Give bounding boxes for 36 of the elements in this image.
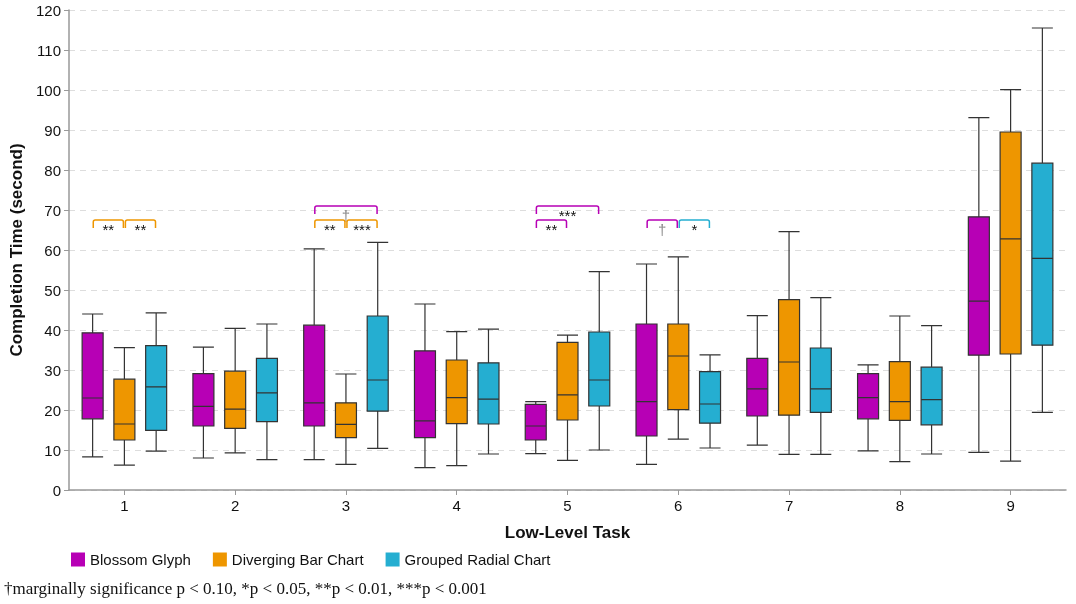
x-tick-label: 3 [341, 497, 351, 514]
y-tick-label: 40 [44, 321, 61, 339]
x-axis-title: Low-Level Task [504, 523, 631, 542]
annotation: *** [558, 207, 577, 224]
x-tick-label: 5 [563, 497, 572, 514]
x-tick-label: 1 [120, 497, 129, 514]
annotation: ** [545, 221, 558, 238]
y-tick-label: 100 [35, 81, 61, 99]
y-tick-label: 60 [44, 241, 61, 259]
annotation: ** [324, 221, 336, 238]
x-tick-label: 6 [674, 497, 683, 514]
y-tick-label: 50 [44, 281, 61, 299]
legend-label: Blossom Glyph [90, 551, 191, 568]
y-axis-title: Completion Time (second) [7, 143, 26, 357]
x-tick-label: 9 [1006, 497, 1015, 514]
y-tick-label: 120 [35, 1, 61, 19]
legend-label: Diverging Bar Chart [231, 551, 365, 568]
x-tick-label: 2 [230, 497, 240, 514]
annotation: † [658, 221, 667, 238]
legend-label: Grouped Radial Chart [404, 551, 552, 568]
annotation: * [691, 221, 698, 238]
annotation: ** [102, 221, 115, 238]
annotation: ** [134, 221, 147, 238]
y-tick-label: 20 [44, 401, 61, 419]
y-tick-label: 110 [37, 41, 61, 59]
text: †marginally significance p < 0.10, *p < 0.05, **p < 0.01, ***p < 0.001 [4, 579, 487, 598]
y-tick-label: 80 [44, 161, 61, 179]
x-tick-label: 7 [784, 497, 794, 514]
y-tick-label: 30 [44, 361, 61, 379]
x-tick-label: 8 [895, 497, 905, 514]
y-tick-label: 10 [44, 441, 61, 459]
annotation: *** [353, 221, 371, 238]
x-tick-label: 4 [452, 497, 461, 514]
y-tick-label: 0 [52, 481, 61, 499]
y-tick-label: 90 [44, 121, 61, 139]
y-tick-label: 70 [44, 201, 61, 219]
